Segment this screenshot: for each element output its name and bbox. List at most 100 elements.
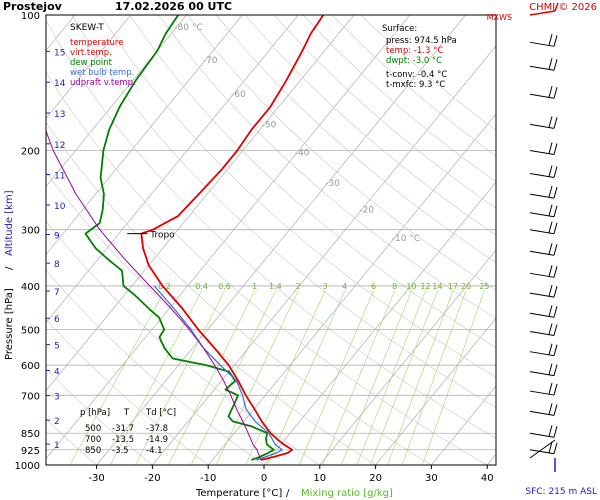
altitude-tick-label: 1 [54,441,60,451]
altitude-tick-label: 8 [54,260,60,270]
wind-barb-feather [548,425,553,437]
isotherm-line [46,15,243,256]
wind-barb-feather [553,117,558,129]
wind-barb-feather [548,221,553,233]
isotherm-label: -40 [295,148,310,158]
surface-title: Surface: [382,24,417,34]
table-row-td: -4.1 [146,446,163,456]
wind-barb-shaft [529,93,555,99]
isotherm-line [46,15,132,119]
wind-barb-shaft [529,312,555,318]
sounding-datetime: 17.02.2026 00 UTC [115,0,232,13]
isotherm-line [263,181,496,465]
table-header-p: p [hPa] [80,408,110,418]
x-axis-title-separator: / [286,488,290,499]
altitude-tick-label: 5 [54,342,60,352]
table-row-t: -31.7 [112,424,134,434]
pressure-tick-label: 700 [21,391,40,402]
isotherm-line [46,15,411,460]
isotherm-line [486,453,496,465]
isotherm-line [96,15,466,465]
isotherm-label: -30 [325,179,340,189]
legend-updraft: udpraft v.temp. [70,78,136,88]
wind-barb-shaft [529,272,555,278]
dry-adiabat-line [158,15,496,320]
isotherm-line [543,15,600,465]
isotherm-label: -70 [203,56,218,66]
wind-barb-feather [553,205,558,217]
wind-barb-shaft [529,449,555,455]
wind-barb-feather [548,323,553,335]
station-name: Prostejov [3,0,63,13]
wind-barb-feather [553,59,558,71]
x-axis-title: Temperature [°C] [195,488,282,499]
wind-barb-feather [553,306,558,318]
max-wind-barb-flag [554,2,559,12]
altitude-tick-label: 7 [54,288,60,298]
mixing-ratio-label: 0.2 [158,282,171,291]
wind-barb-shaft [529,390,555,396]
temperature-tick-label: -20 [144,473,160,484]
wind-barb-feather [553,404,558,416]
table-row-td: -37.8 [146,424,168,434]
pressure-tick-label: 300 [21,226,40,237]
legend-wet-bulb: wet bulb temp. [70,68,134,78]
altitude-tick-label: 9 [54,231,60,241]
surface-t-conv: t-conv: -0.4 °C [386,70,447,80]
pressure-tick-label: 100 [21,11,40,22]
wind-barb-shaft [529,65,555,71]
dry-adiabat-line [129,15,496,349]
wind-barb-feather [553,87,558,99]
wind-barb-feather [548,142,553,154]
wind-barb-feather [548,343,553,355]
temperature-tick-label: 0 [261,473,267,484]
pressure-tick-label: 1000 [15,461,40,472]
mixing-ratio-label: 17 [448,282,458,291]
wind-barb-feather [548,284,553,297]
isotherm-label: -80 °C [174,23,202,33]
mixing-ratio-label: 20 [461,282,471,291]
pressure-tick-label: 500 [21,326,40,337]
wind-barbs [529,2,559,472]
wind-barb-shaft [529,250,555,256]
y-axis-title-altitude: Altitude [km] [4,190,15,256]
wind-barb-shaft [529,330,555,336]
mixing-ratio-line [422,290,485,465]
mixing-ratio-line [356,290,426,465]
mixing-ratio-label: 12 [420,282,430,291]
temperature-tick-label: 40 [481,473,494,484]
isotherm-label: -10 °C [392,234,420,244]
mixing-ratio-line [322,290,395,465]
mixing-ratio-line [69,290,165,465]
isotherm-line [207,113,496,465]
isotherm-line [375,317,496,465]
mixing-ratio-labels: 0.2 0.4 0.6 1 1.4 2 3 4 6 8 10 12 14 17 20 25 [158,282,489,291]
tropopause-label: Tropo [149,231,175,241]
isotherm-line [431,385,496,465]
mixing-ratio-label: 14 [432,282,442,291]
wind-barb-shaft [529,439,556,459]
mixing-ratio-line [267,290,345,465]
mixing-ratio-label: 25 [479,282,489,291]
dry-adiabat-line [302,15,496,183]
mixing-ratio-line [298,290,374,465]
isotherm-line [152,45,496,465]
wind-barb-feather [548,441,553,453]
dry-adiabat-line [273,15,496,209]
wind-barb-feather [548,34,553,46]
wind-barb-feather [553,143,558,155]
altitude-tick-label: 12 [54,141,65,151]
wind-barb-shaft [529,371,555,377]
wind-barb-shaft [529,149,555,155]
table-row-t: -3.5 [112,446,129,456]
wind-barb-feather [548,58,553,70]
surface-t-mxfc: t-mxfc: 9.3 °C [386,80,445,90]
wind-barb-shaft [529,193,555,199]
mixing-ratio-line [341,290,412,465]
wind-barb-feather [553,344,558,356]
x-axis-title-mixing-ratio: Mixing ratio [g/kg] [301,488,393,499]
wind-barb-feather [553,364,558,376]
pressure-tick-label: 925 [21,446,40,457]
wind-barb-feather [548,382,553,395]
